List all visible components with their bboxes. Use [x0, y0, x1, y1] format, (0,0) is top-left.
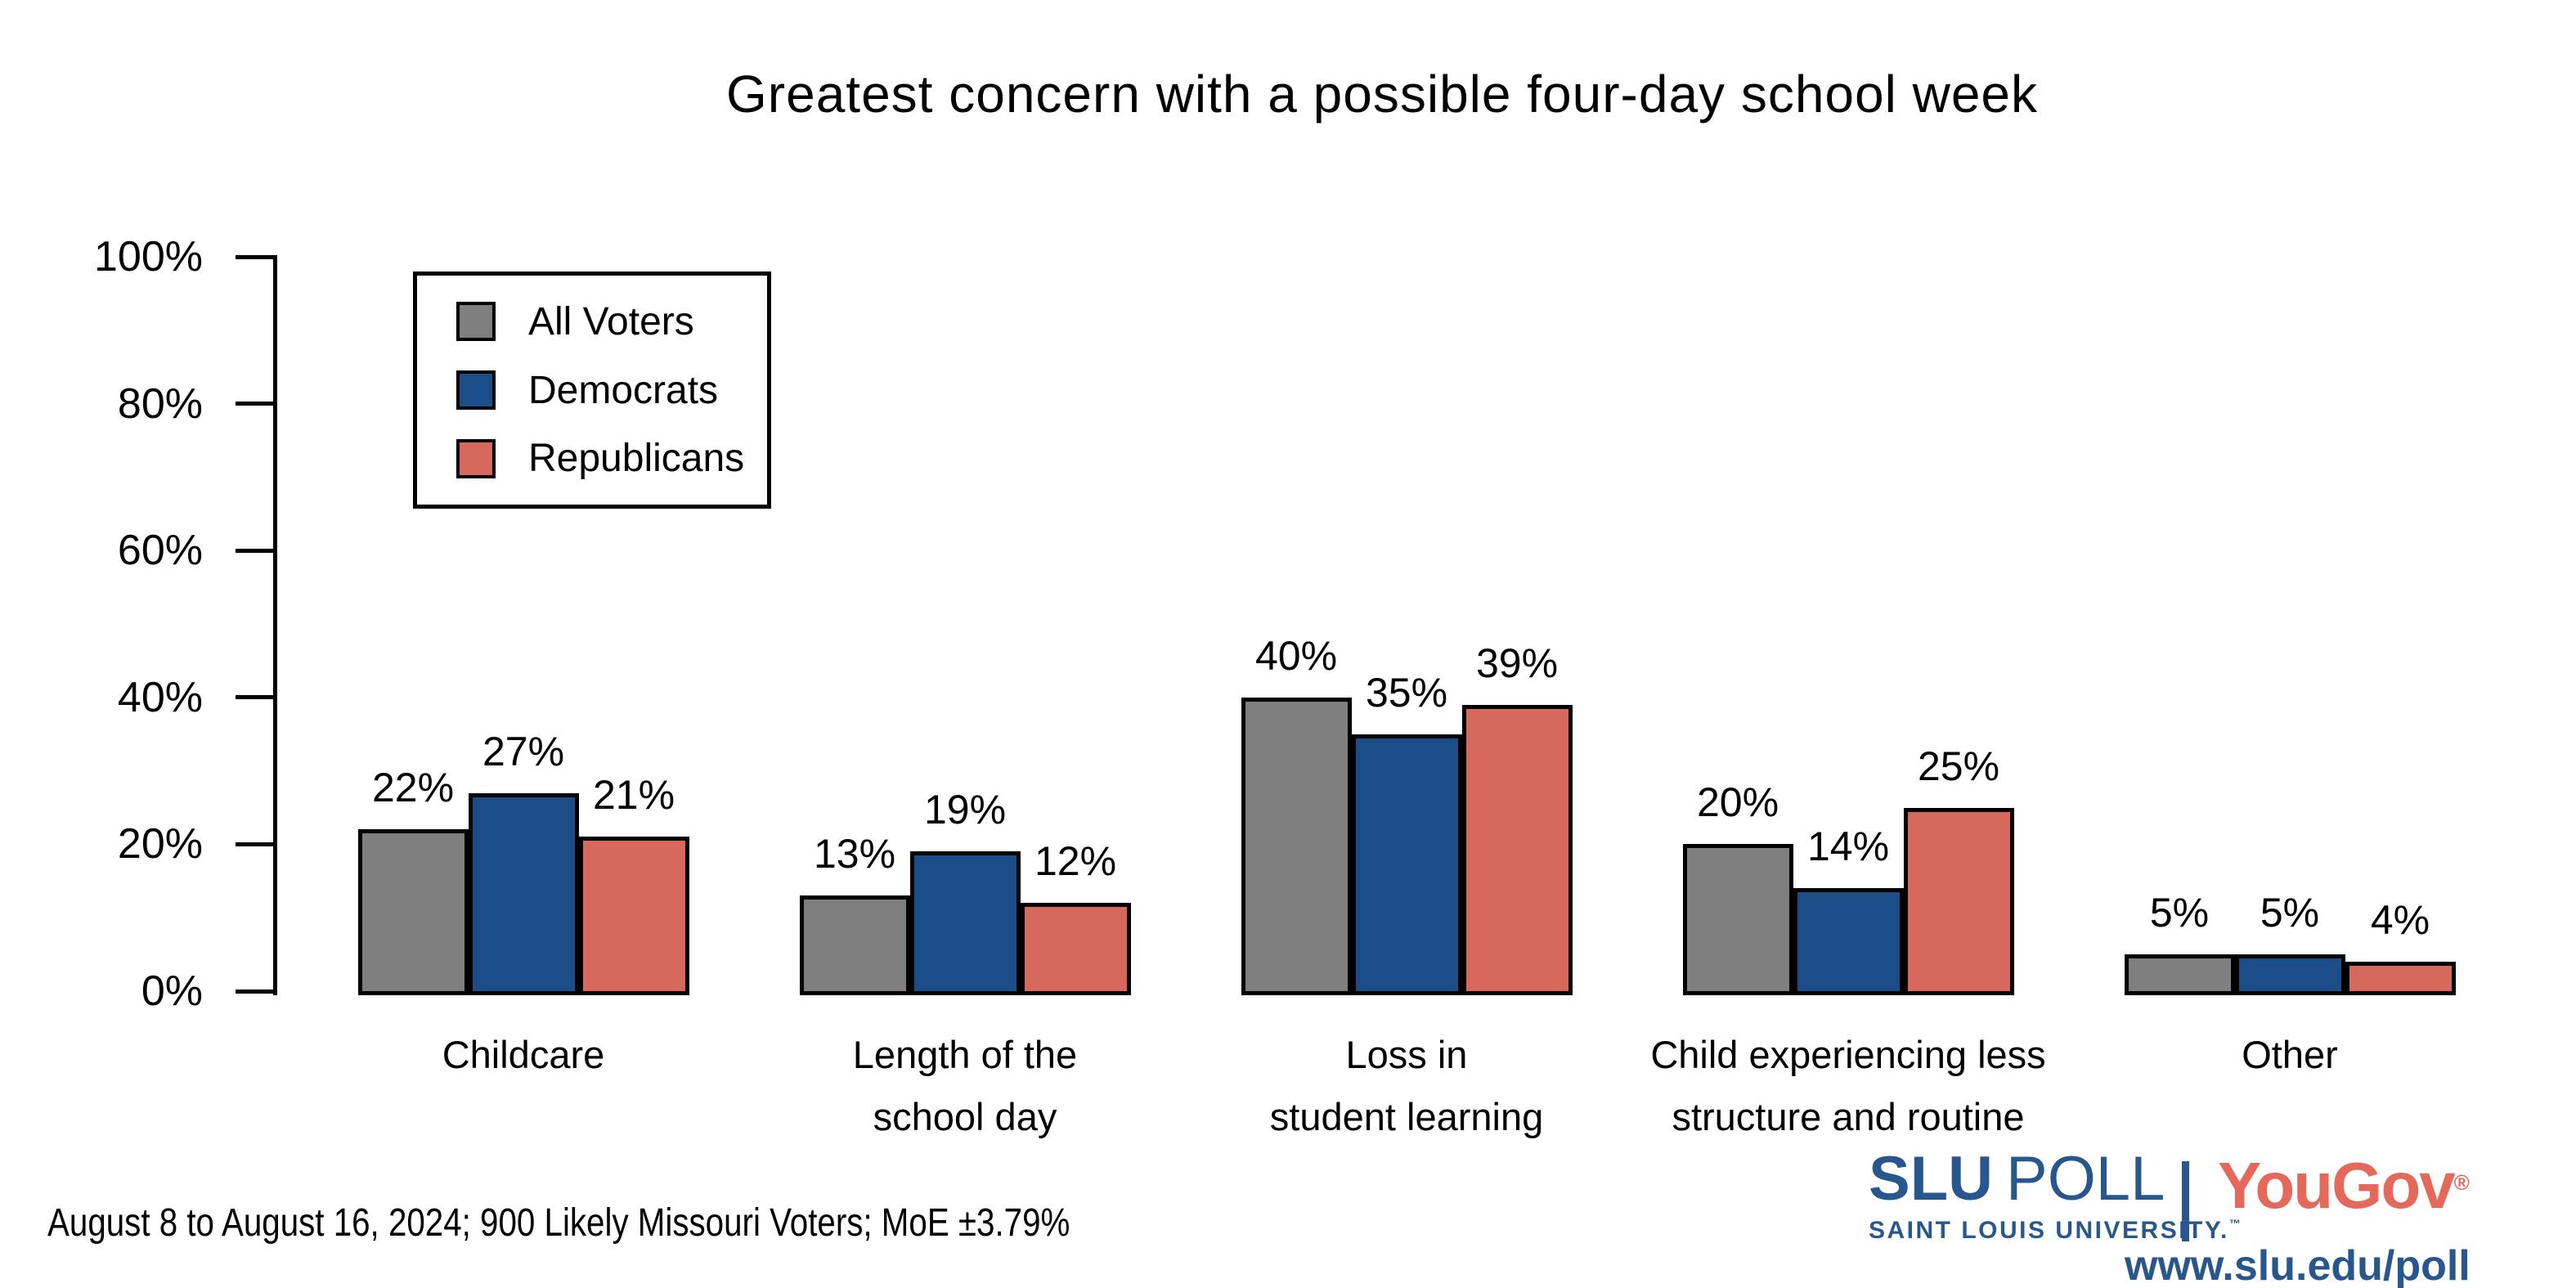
bar-value-label: 27%: [482, 728, 565, 774]
bar-democrats: [909, 851, 1021, 995]
bar-value-label: 21%: [592, 772, 675, 819]
legend-item: Republicans: [456, 436, 767, 481]
bar-value-label: 13%: [813, 831, 896, 877]
slu-logo-wordmark: SLU POLL: [1869, 1148, 2241, 1210]
bar-all-voters: [799, 895, 910, 995]
bar-value-label: 25%: [1917, 743, 2000, 789]
legend-item: Democrats: [456, 368, 767, 413]
y-axis-tick: [236, 989, 273, 994]
bar-value-label: 20%: [1696, 779, 1779, 826]
y-axis-tick: [236, 254, 273, 259]
bar-all-voters: [2124, 954, 2235, 995]
y-axis-tick-label: 80%: [117, 379, 203, 428]
category-label: Other: [2242, 1033, 2338, 1076]
bar-republicans: [1020, 903, 1131, 995]
y-axis-tick-label: 0%: [141, 967, 203, 1015]
bar-republicans: [1903, 807, 2014, 995]
y-axis-tick: [236, 695, 273, 700]
legend-label: Republicans: [528, 437, 745, 481]
y-axis-tick-label: 100%: [94, 233, 203, 280]
legend-label: All Voters: [528, 299, 694, 343]
slu-logo-bold-text: SLU: [1869, 1144, 1993, 1214]
legend: All Voters Democrats Republicans: [413, 272, 771, 509]
bar-value-label: 5%: [2149, 890, 2210, 936]
bar-value-label: 12%: [1034, 838, 1117, 885]
legend-swatch: [456, 370, 496, 410]
category-label: Childcare: [442, 1033, 605, 1076]
poll-url: www.slu.edu/poll: [2125, 1242, 2471, 1288]
y-axis-tick-label: 60%: [117, 527, 203, 575]
slu-logo: SLU POLL SAINT LOUIS UNIVERSITY.™: [1869, 1148, 2241, 1245]
bar-value-label: 19%: [923, 787, 1007, 833]
y-axis-tick: [236, 841, 273, 846]
bar-democrats: [1793, 888, 1904, 995]
bar-republicans: [2345, 962, 2456, 995]
bar-democrats: [468, 792, 579, 995]
logo-divider: [2182, 1161, 2189, 1241]
bar-value-label: 14%: [1806, 824, 1890, 870]
slu-logo-subtitle-text: SAINT LOUIS UNIVERSITY.: [1869, 1217, 2229, 1244]
bar-all-voters: [1241, 697, 1352, 995]
bar-value-label: 35%: [1365, 669, 1448, 716]
trademark-symbol: ™: [2228, 1217, 2241, 1230]
y-axis-tick-label: 40%: [117, 673, 203, 721]
bar-value-label: 39%: [1475, 640, 1559, 686]
chart-title: Greatest concern with a possible four-da…: [726, 65, 2038, 123]
bar-democrats: [1351, 734, 1462, 995]
yougov-logo: YouGov®: [2218, 1153, 2470, 1218]
bar-republicans: [578, 837, 689, 995]
bar-republicans: [1461, 704, 1573, 995]
category-label: Child experiencing less structure and ro…: [1650, 1033, 2046, 1138]
y-axis-tick: [236, 402, 273, 406]
y-axis-tick-label: 20%: [117, 820, 203, 868]
registered-symbol: ®: [2453, 1170, 2470, 1195]
bar-value-label: 40%: [1254, 632, 1338, 679]
bar-democrats: [2234, 954, 2345, 995]
bar-value-label: 4%: [2370, 897, 2430, 944]
slu-logo-light-text: POLL: [2006, 1144, 2165, 1214]
y-axis-tick: [236, 548, 273, 553]
bar-all-voters: [1682, 844, 1793, 995]
category-label: Loss in student learning: [1269, 1033, 1544, 1138]
footnote: August 8 to August 16, 2024; 900 Likely …: [47, 1201, 1070, 1245]
legend-label: Democrats: [528, 368, 719, 412]
yougov-logo-text: YouGov: [2218, 1149, 2456, 1222]
category-label: Length of the school day: [852, 1033, 1078, 1138]
slu-logo-subtitle: SAINT LOUIS UNIVERSITY.™: [1869, 1217, 2241, 1245]
legend-item: All Voters: [456, 299, 767, 344]
legend-swatch: [456, 302, 496, 342]
legend-swatch: [456, 438, 496, 478]
bar-value-label: 5%: [2260, 890, 2320, 936]
bar-value-label: 22%: [371, 765, 455, 811]
bar-all-voters: [357, 829, 469, 995]
y-axis-line: [273, 255, 277, 995]
